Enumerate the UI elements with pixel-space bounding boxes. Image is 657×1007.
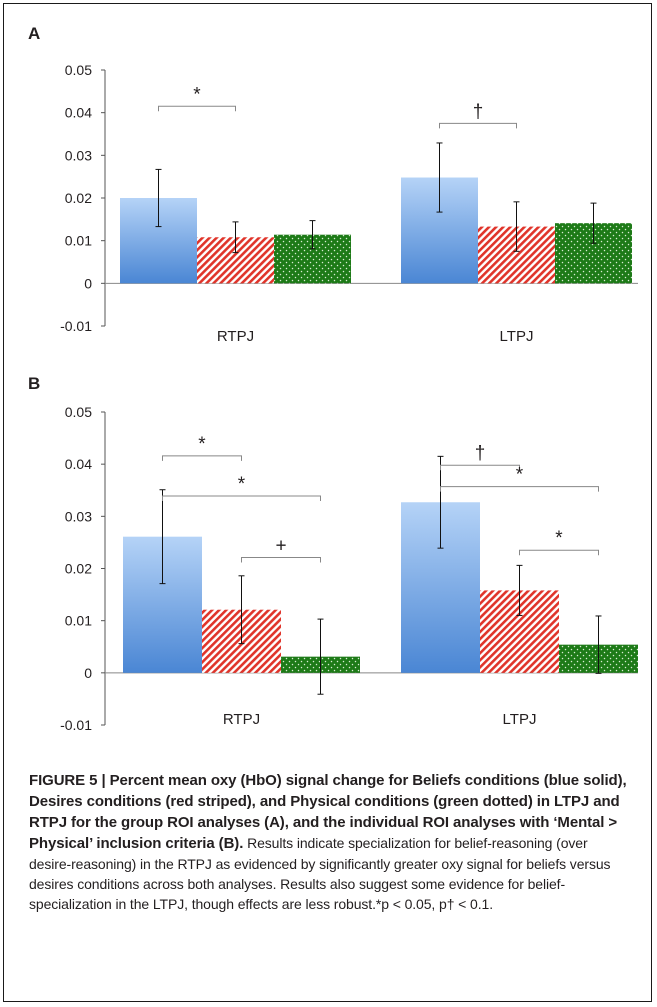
significance-bracket — [439, 122, 517, 129]
bar-chart-b: 0.05 0.04 0.03 0.02 0.01 0 -0.01 RTPJ LTPJ * * + † * * — [60, 404, 638, 733]
y-tick-label: 0.05 — [65, 62, 92, 78]
y-tick-label: -0.01 — [60, 318, 92, 334]
significance-bracket — [162, 455, 242, 461]
significance-label: + — [275, 536, 286, 557]
significance-label: * — [238, 474, 246, 495]
panel-label-a: A — [28, 24, 41, 43]
y-tick-label: 0.01 — [65, 613, 92, 629]
significance-label: * — [193, 84, 201, 105]
significance-bracket — [440, 464, 520, 471]
significance-bracket — [162, 495, 321, 501]
y-tick-label: 0.02 — [65, 190, 92, 206]
y-tick-label: 0.03 — [65, 508, 92, 524]
figure-caption: FIGURE 5 | Percent mean oxy (HbO) signal… — [29, 770, 629, 914]
category-label: RTPJ — [217, 328, 254, 345]
significance-label: * — [198, 434, 206, 455]
significance-label: † — [475, 443, 486, 464]
y-tick-label: 0.02 — [65, 561, 92, 577]
category-label: RTPJ — [223, 711, 260, 728]
y-tick-label: 0.04 — [65, 456, 92, 472]
significance-label: † — [473, 101, 484, 122]
category-label: LTPJ — [503, 711, 537, 728]
significance-label: * — [555, 528, 563, 549]
significance-bracket — [440, 486, 599, 492]
y-tick-label: 0 — [84, 665, 92, 681]
y-tick-label: 0 — [84, 275, 92, 291]
significance-bracket — [158, 105, 236, 112]
bar-chart-a: 0.05 0.04 0.03 0.02 0.01 0 -0.01 RTPJ LTPJ * † — [60, 62, 638, 345]
category-label: LTPJ — [500, 328, 534, 345]
significance-label: * — [516, 465, 524, 486]
figure-frame — [3, 3, 652, 1002]
caption-body: Results indicate specialization for beli… — [29, 835, 611, 912]
y-tick-label: 0.03 — [65, 147, 92, 163]
panel-label-b: B — [28, 374, 41, 393]
significance-bracket — [241, 557, 321, 563]
y-tick-label: -0.01 — [60, 717, 92, 733]
significance-bracket — [519, 549, 599, 556]
y-tick-label: 0.04 — [65, 105, 92, 121]
caption-title: FIGURE 5 | Percent mean oxy (HbO) signal… — [29, 772, 627, 852]
y-tick-label: 0.05 — [65, 404, 92, 420]
y-tick-label: 0.01 — [65, 233, 92, 249]
